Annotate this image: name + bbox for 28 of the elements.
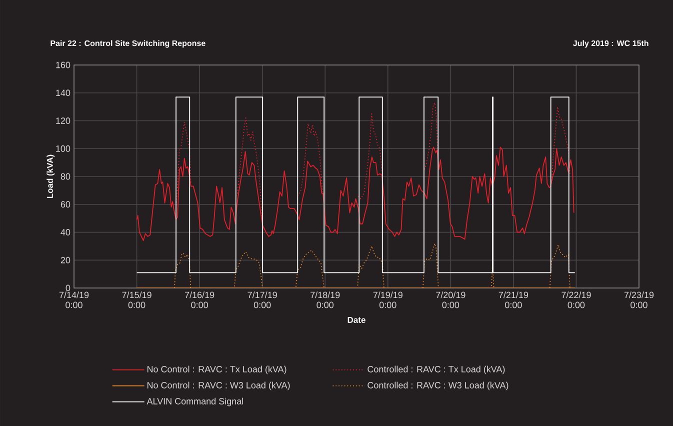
legend-label: ALVIN Command Signal	[146, 398, 244, 406]
x-tick-label: 7/19/19 0:00	[373, 292, 402, 308]
x-tick-label: 7/14/19 0:00	[59, 292, 89, 308]
x-tick-label: 7/18/19 0:00	[310, 292, 340, 308]
y-tick-label: 80	[60, 173, 70, 180]
y-tick-label: 160	[56, 62, 70, 68]
y-tick-label: 0	[66, 284, 70, 292]
x-axis-title: Date	[348, 316, 366, 323]
y-axis-title: Load (kVA)	[46, 154, 55, 198]
legend-label: Controlled : RAVC : W3 Load (kVA)	[368, 382, 508, 390]
x-tick-label: 7/15/19 0:00	[122, 292, 152, 308]
y-tick-label: 40	[60, 229, 70, 236]
x-tick-label: 7/23/19 0:00	[624, 292, 654, 308]
y-tick-label: 60	[60, 201, 70, 208]
legend-label: Controlled : RAVC : Tx Load (kVA)	[368, 366, 505, 374]
chart-subtitle: July 2019 : WC 15th	[573, 40, 648, 48]
x-tick-label: 7/20/19 0:00	[436, 292, 466, 308]
legend-label: No Control : RAVC : Tx Load (kVA)	[147, 366, 286, 374]
y-tick-label: 20	[60, 256, 70, 264]
x-tick-label: 7/21/19 0:00	[498, 292, 528, 308]
x-tick-label: 7/16/19 0:00	[185, 292, 214, 308]
x-tick-label: 7/17/19 0:00	[248, 292, 277, 308]
legend-label: No Control : RAVC : W3 Load (kVA)	[147, 382, 290, 390]
y-tick-label: 120	[56, 118, 70, 124]
chart-title: Pair 22 : Control Site Switching Reponse	[50, 40, 206, 48]
x-tick-label: 7/22/19 0:00	[562, 292, 591, 308]
y-tick-label: 100	[56, 145, 70, 152]
y-tick-label: 140	[56, 90, 70, 96]
